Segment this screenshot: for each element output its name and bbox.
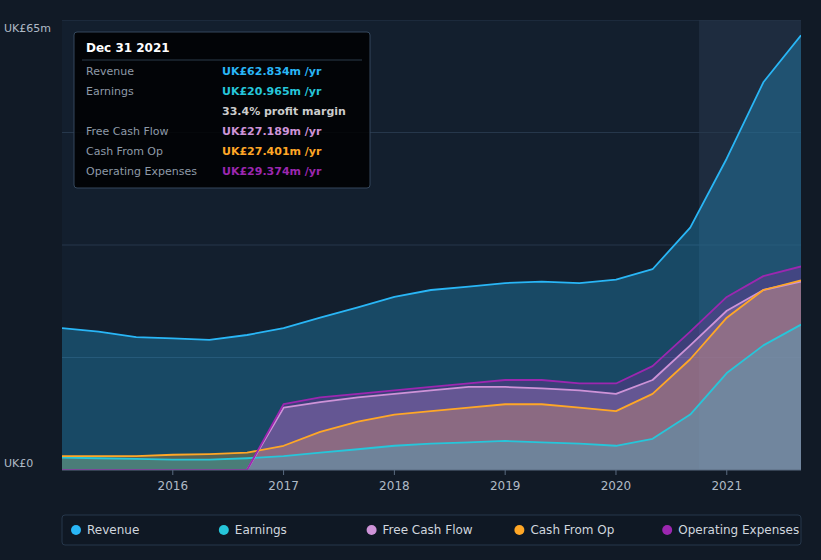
legend-swatch [71,525,81,535]
x-tick-label: 2017 [268,479,299,493]
legend-label: Revenue [87,523,139,537]
x-tick [172,470,173,475]
info-row-value: UK£27.401m /yr [222,145,322,158]
info-row-value: UK£62.834m /yr [222,65,322,78]
x-tick [726,470,727,475]
grid-line [62,20,801,21]
x-tick-label: 2018 [379,479,410,493]
legend-label: Earnings [235,523,287,537]
x-tick-label: 2016 [158,479,189,493]
info-row-label: Operating Expenses [86,165,197,178]
x-tick-label: 2020 [601,479,632,493]
background [0,0,821,560]
info-row-value: UK£20.965m /yr [222,85,322,98]
legend-label: Free Cash Flow [383,523,473,537]
info-row-value: UK£27.189m /yr [222,125,322,138]
info-row-label: Earnings [86,85,134,98]
info-box-frame [74,32,370,188]
area-fill [62,282,801,470]
area-fill [62,266,801,470]
series-line [62,282,801,470]
x-tick [505,470,506,475]
x-tick [615,470,616,475]
y-tick-label: UK£0 [4,457,33,470]
x-tick-label: 2021 [711,479,742,493]
legend-swatch [662,525,672,535]
area-fill [62,280,801,470]
chart: 2016 2017 2018 2019 2020 2021 UK£0 UK£65m Dec 31… [0,0,821,560]
legend-swatch [367,525,377,535]
info-row-value: UK£29.374m /yr [222,165,322,178]
legend-label: Operating Expenses [678,523,799,537]
info-row-value: 33.4% profit margin [222,105,346,118]
x-tick-label: 2019 [490,479,521,493]
info-row-label: Free Cash Flow [86,125,169,138]
info-box-divider [82,60,362,61]
x-tick [283,470,284,475]
x-tick [394,470,395,475]
info-box-title: Dec 31 2021 [86,41,170,55]
info-row-label: Revenue [86,65,134,78]
legend-swatch [514,525,524,535]
series-line [62,280,801,456]
legend: Revenue Earnings Free Cash Flow Cash From O… [62,515,801,545]
grid-line [62,470,801,471]
info-box: Dec 31 2021 Revenue UK£62.834m /yr Earnings… [74,32,370,188]
info-row-label: Cash From Op [86,145,163,158]
page: {"chart_data": { "type": "area", "x": [2… [0,0,821,560]
plot [62,20,801,470]
plot-area [62,20,801,470]
legend-swatch [219,525,229,535]
y-tick-label: UK£65m [4,22,51,35]
legend-label: Cash From Op [530,523,614,537]
legend-frame [62,515,801,545]
series-line [62,266,801,470]
